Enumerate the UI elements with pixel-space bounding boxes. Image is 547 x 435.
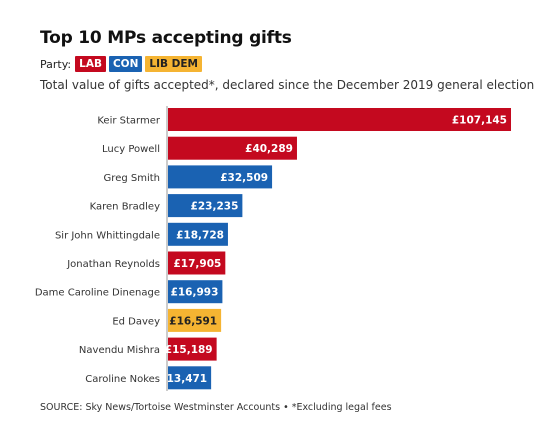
bar [168,280,223,304]
bar-value-label: £23,235 [191,201,239,213]
category-label: Karen Bradley [90,202,160,213]
category-label: Greg Smith [104,173,160,184]
category-label: Dame Caroline Dinenage [35,288,160,299]
bar [168,165,273,189]
category-label: Lucy Powell [102,144,160,155]
bar-value-label: £32,509 [220,172,268,184]
category-label: Sir John Whittingdale [55,230,160,241]
bar-value-label: £13,471 [159,373,207,385]
legend-lab: LAB [75,56,106,72]
bar-value-label: £16,591 [169,315,217,327]
category-label: Caroline Nokes [85,374,160,385]
chart-subtitle: Total value of gifts accepted*, declared… [40,78,535,92]
legend-con: CON [108,56,143,72]
bar-value-label: £16,993 [171,287,219,299]
category-label: Keir Starmer [97,116,161,127]
category-label: Navendu Mishra [79,345,160,356]
category-label: Jonathan Reynolds [66,259,160,270]
chart-title: Top 10 MPs accepting gifts [40,28,292,48]
bar [168,308,222,332]
bar [168,136,297,160]
party-legend: Party: LAB CON LIB DEM [40,56,205,72]
category-label: Ed Davey [112,316,160,327]
bar [168,251,226,275]
bar-value-label: £15,189 [165,344,213,356]
source-note: SOURCE: Sky News/Tortoise Westminster Ac… [40,402,392,413]
legend-lib-dem: LIB DEM [145,56,202,72]
bar-value-label: £17,905 [173,258,221,270]
bar [168,108,511,131]
bar [168,337,217,361]
legend-label: Party: [40,57,72,71]
bar-value-label: £107,145 [452,115,507,127]
bar-value-label: £18,728 [176,229,224,241]
bar [168,222,228,246]
bar-value-label: £40,289 [245,143,293,155]
bar [168,194,243,218]
bar [168,366,212,390]
